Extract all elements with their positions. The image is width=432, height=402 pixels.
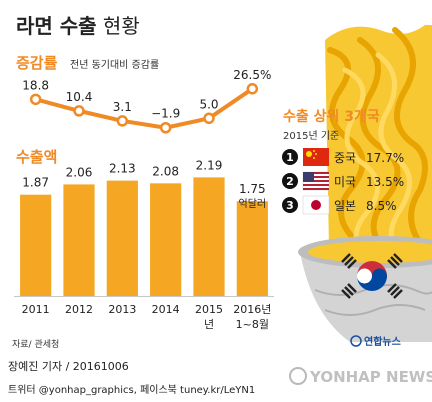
growth-label: 5.0	[199, 97, 218, 111]
rank-badge	[282, 197, 298, 213]
export-bar	[193, 177, 225, 296]
rank-number: 3	[286, 199, 294, 212]
watermark: YONHAP NEWS	[289, 367, 432, 386]
page-title: 라면 수출 현황	[16, 14, 140, 38]
top3-item: 2 미국 13.5%	[282, 171, 404, 191]
x-tick-label: 2013	[108, 303, 136, 316]
export-bar	[20, 194, 52, 296]
export-value-label: 1.75	[239, 182, 266, 196]
growth-section-sublabel: 전년 동기대비 증감률	[70, 59, 159, 71]
rank-number: 1	[286, 151, 294, 164]
export-bar	[106, 180, 138, 296]
watermark-text: YONHAP NEWS	[309, 368, 432, 386]
brand-logo: 연합뉴스	[350, 335, 401, 348]
growth-line	[35, 87, 254, 130]
x-tick-label: 2015	[195, 303, 223, 316]
export-value-label: 2.06	[66, 165, 93, 179]
credit-line-social: 트위터 @yonhap_graphics, 페이스북 tuney.kr/LeYN…	[8, 383, 255, 396]
export-value-label: 2.19	[196, 158, 223, 172]
top3-item: 1 중국 17.7%	[282, 148, 404, 166]
export-section-label: 수출액	[16, 148, 57, 166]
growth-line-chart: 18.8 10.4 3.1 −1.9 5.0 26.5%	[22, 68, 271, 134]
rank-badge	[282, 173, 298, 189]
country-share: 13.5%	[366, 175, 404, 189]
country-name: 미국	[334, 175, 356, 189]
export-bar	[150, 183, 182, 296]
credit-line: 장예진 기자 / 20161006	[8, 360, 129, 373]
export-value-label: 2.13	[109, 162, 136, 176]
rank-number: 2	[286, 175, 294, 188]
top3-title: 수출 상위 3개국	[283, 108, 380, 125]
growth-label: 3.1	[113, 100, 132, 114]
country-name: 일본	[334, 199, 356, 213]
japan-flag-icon	[302, 195, 330, 215]
brand-name: 연합뉴스	[364, 335, 401, 348]
country-share: 8.5%	[366, 199, 397, 213]
export-value-label: 1.87	[22, 176, 49, 190]
export-value-label: 2.08	[152, 164, 179, 178]
export-unit-label: 억달러	[239, 198, 267, 210]
top3-item: 3 일본 8.5%	[282, 195, 397, 215]
x-tick-label-unit: 년	[204, 318, 214, 331]
growth-point	[116, 115, 129, 127]
x-tick-label-period: 1~8월	[236, 318, 269, 331]
export-bar	[236, 201, 268, 296]
china-flag-icon	[303, 148, 329, 166]
x-tick-label: 2016년	[233, 303, 271, 316]
export-bar-chart: 1.87 2.06 2.13 2.08 2.19 1.75 억달러 2011 2012 2013 2…	[14, 158, 274, 331]
growth-point	[203, 112, 215, 125]
export-bar	[63, 184, 95, 296]
usa-flag-icon	[302, 171, 330, 191]
ramen-illustration	[298, 25, 432, 342]
x-tick-label: 2011	[22, 303, 50, 316]
growth-label: 26.5%	[233, 68, 271, 82]
growth-label: 10.4	[66, 90, 93, 104]
source-note: 자료/ 관세청	[12, 339, 59, 350]
growth-point	[29, 93, 42, 106]
korea-flag-icon	[341, 253, 403, 299]
brand-icon	[350, 335, 362, 347]
growth-label: −1.9	[151, 107, 180, 121]
growth-section-label: 증감률	[16, 54, 58, 72]
rank-badge	[282, 149, 298, 165]
country-share: 17.7%	[366, 151, 404, 165]
x-tick-label: 2012	[65, 303, 93, 316]
growth-point	[73, 105, 85, 117]
top3-panel: 수출 상위 3개국 2015년 기준 1 중국 17.7% 2 미국	[282, 108, 404, 215]
x-tick-label: 2014	[152, 303, 180, 316]
growth-label: 18.8	[22, 78, 49, 92]
top3-subtitle: 2015년 기준	[283, 130, 339, 142]
growth-point	[246, 83, 259, 95]
watermark-icon	[289, 367, 307, 385]
country-name: 중국	[334, 151, 356, 165]
growth-point	[159, 121, 172, 134]
